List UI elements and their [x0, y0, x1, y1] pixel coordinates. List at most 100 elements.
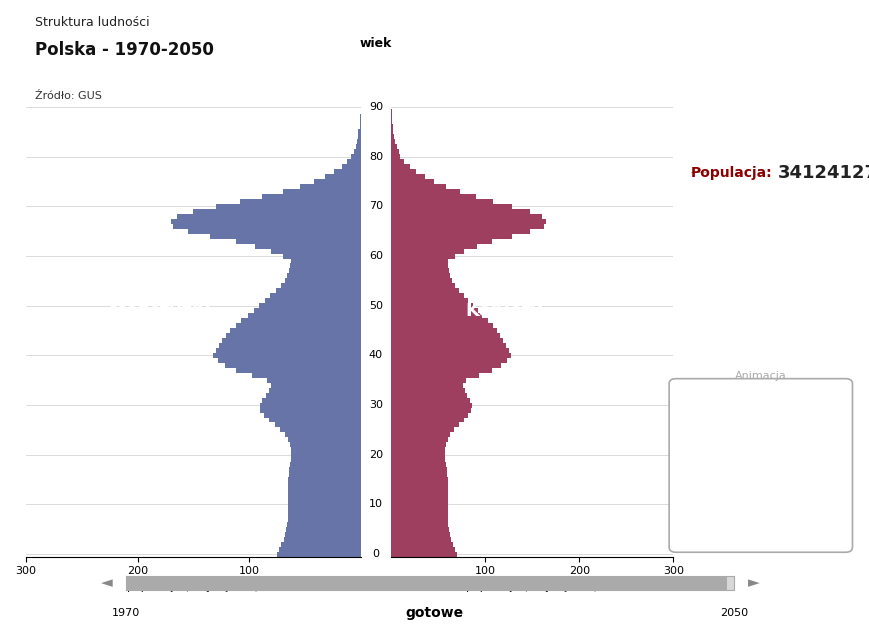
Text: start: start — [737, 406, 773, 421]
Bar — [391, 209, 530, 214]
Bar — [360, 125, 361, 130]
Bar — [391, 527, 449, 532]
Bar — [391, 179, 434, 184]
Bar — [289, 482, 361, 487]
Bar — [391, 457, 445, 462]
Bar — [391, 353, 511, 358]
Bar — [391, 387, 466, 392]
Bar — [289, 269, 361, 274]
Bar — [391, 238, 492, 243]
Bar — [358, 130, 361, 134]
Bar — [271, 248, 361, 253]
Bar — [291, 457, 361, 462]
Bar — [267, 378, 361, 382]
Bar — [391, 418, 463, 423]
Bar — [391, 517, 448, 522]
Bar — [262, 194, 361, 199]
Bar — [289, 492, 361, 497]
Bar — [350, 154, 361, 159]
Bar — [391, 229, 530, 233]
Bar — [391, 134, 394, 139]
Bar — [391, 343, 506, 348]
Bar — [291, 452, 361, 457]
Bar — [218, 358, 361, 363]
Bar — [391, 313, 482, 318]
Bar — [289, 472, 361, 477]
Text: 20: 20 — [368, 450, 383, 460]
Text: Populacja:  34124127: Populacja: 34124127 — [691, 172, 706, 174]
Bar — [391, 392, 468, 398]
Bar — [391, 368, 492, 373]
Bar — [391, 219, 547, 224]
Text: Polska - 1970-2050: Polska - 1970-2050 — [35, 41, 214, 59]
Bar — [214, 353, 361, 358]
Bar — [289, 512, 361, 517]
Bar — [391, 283, 455, 288]
Text: ◄: ◄ — [101, 576, 113, 591]
Text: 34124127: 34124127 — [778, 164, 869, 182]
Bar — [271, 382, 361, 387]
Bar — [287, 522, 361, 527]
Bar — [391, 243, 477, 248]
Text: Animacja: Animacja — [735, 370, 786, 381]
Bar — [391, 125, 393, 130]
Bar — [391, 199, 493, 204]
Bar — [281, 428, 361, 433]
Bar — [285, 433, 361, 437]
Bar — [285, 532, 361, 537]
Text: 0: 0 — [372, 549, 380, 559]
Bar — [277, 552, 361, 557]
Bar — [357, 139, 361, 144]
Bar — [193, 209, 361, 214]
Bar — [391, 303, 473, 308]
Text: 60: 60 — [368, 251, 383, 261]
Bar — [391, 522, 448, 527]
Bar — [391, 323, 493, 328]
Bar — [391, 492, 448, 497]
Bar — [391, 159, 404, 164]
Text: 2050: 2050 — [720, 608, 748, 618]
Bar — [391, 109, 392, 114]
Bar — [289, 507, 361, 512]
Bar — [216, 204, 361, 209]
Bar — [391, 154, 401, 159]
Bar — [219, 343, 361, 348]
Bar — [235, 368, 361, 373]
Bar — [391, 363, 501, 368]
Bar — [286, 527, 361, 532]
Bar — [290, 442, 361, 447]
Text: Źródło: GUS: Źródło: GUS — [35, 91, 102, 101]
Bar — [354, 149, 361, 154]
Bar — [171, 219, 361, 224]
Text: –: – — [689, 500, 695, 513]
Bar — [262, 398, 361, 403]
Bar — [235, 238, 361, 243]
Bar — [360, 120, 361, 125]
Bar — [391, 373, 479, 378]
Bar — [391, 547, 455, 552]
Bar — [391, 333, 501, 338]
Bar — [391, 248, 463, 253]
Bar — [358, 134, 361, 139]
Bar — [275, 423, 361, 428]
X-axis label: populacja (w tysiącach): populacja (w tysiącach) — [128, 582, 259, 592]
Bar — [391, 542, 454, 547]
Bar — [391, 318, 488, 323]
Bar — [259, 303, 361, 308]
Bar — [391, 174, 425, 179]
Text: Struktura ludności: Struktura ludności — [35, 16, 149, 29]
Bar — [285, 279, 361, 283]
Bar — [391, 264, 448, 269]
Bar — [391, 298, 468, 303]
Bar — [391, 269, 449, 274]
Bar — [391, 423, 459, 428]
Bar — [391, 293, 463, 298]
Bar — [391, 502, 448, 507]
Bar — [391, 472, 447, 477]
Bar — [282, 283, 361, 288]
Bar — [391, 169, 416, 174]
Bar — [391, 408, 471, 413]
Text: rok: rok — [689, 479, 709, 492]
Bar — [391, 274, 450, 279]
Bar — [391, 403, 472, 408]
